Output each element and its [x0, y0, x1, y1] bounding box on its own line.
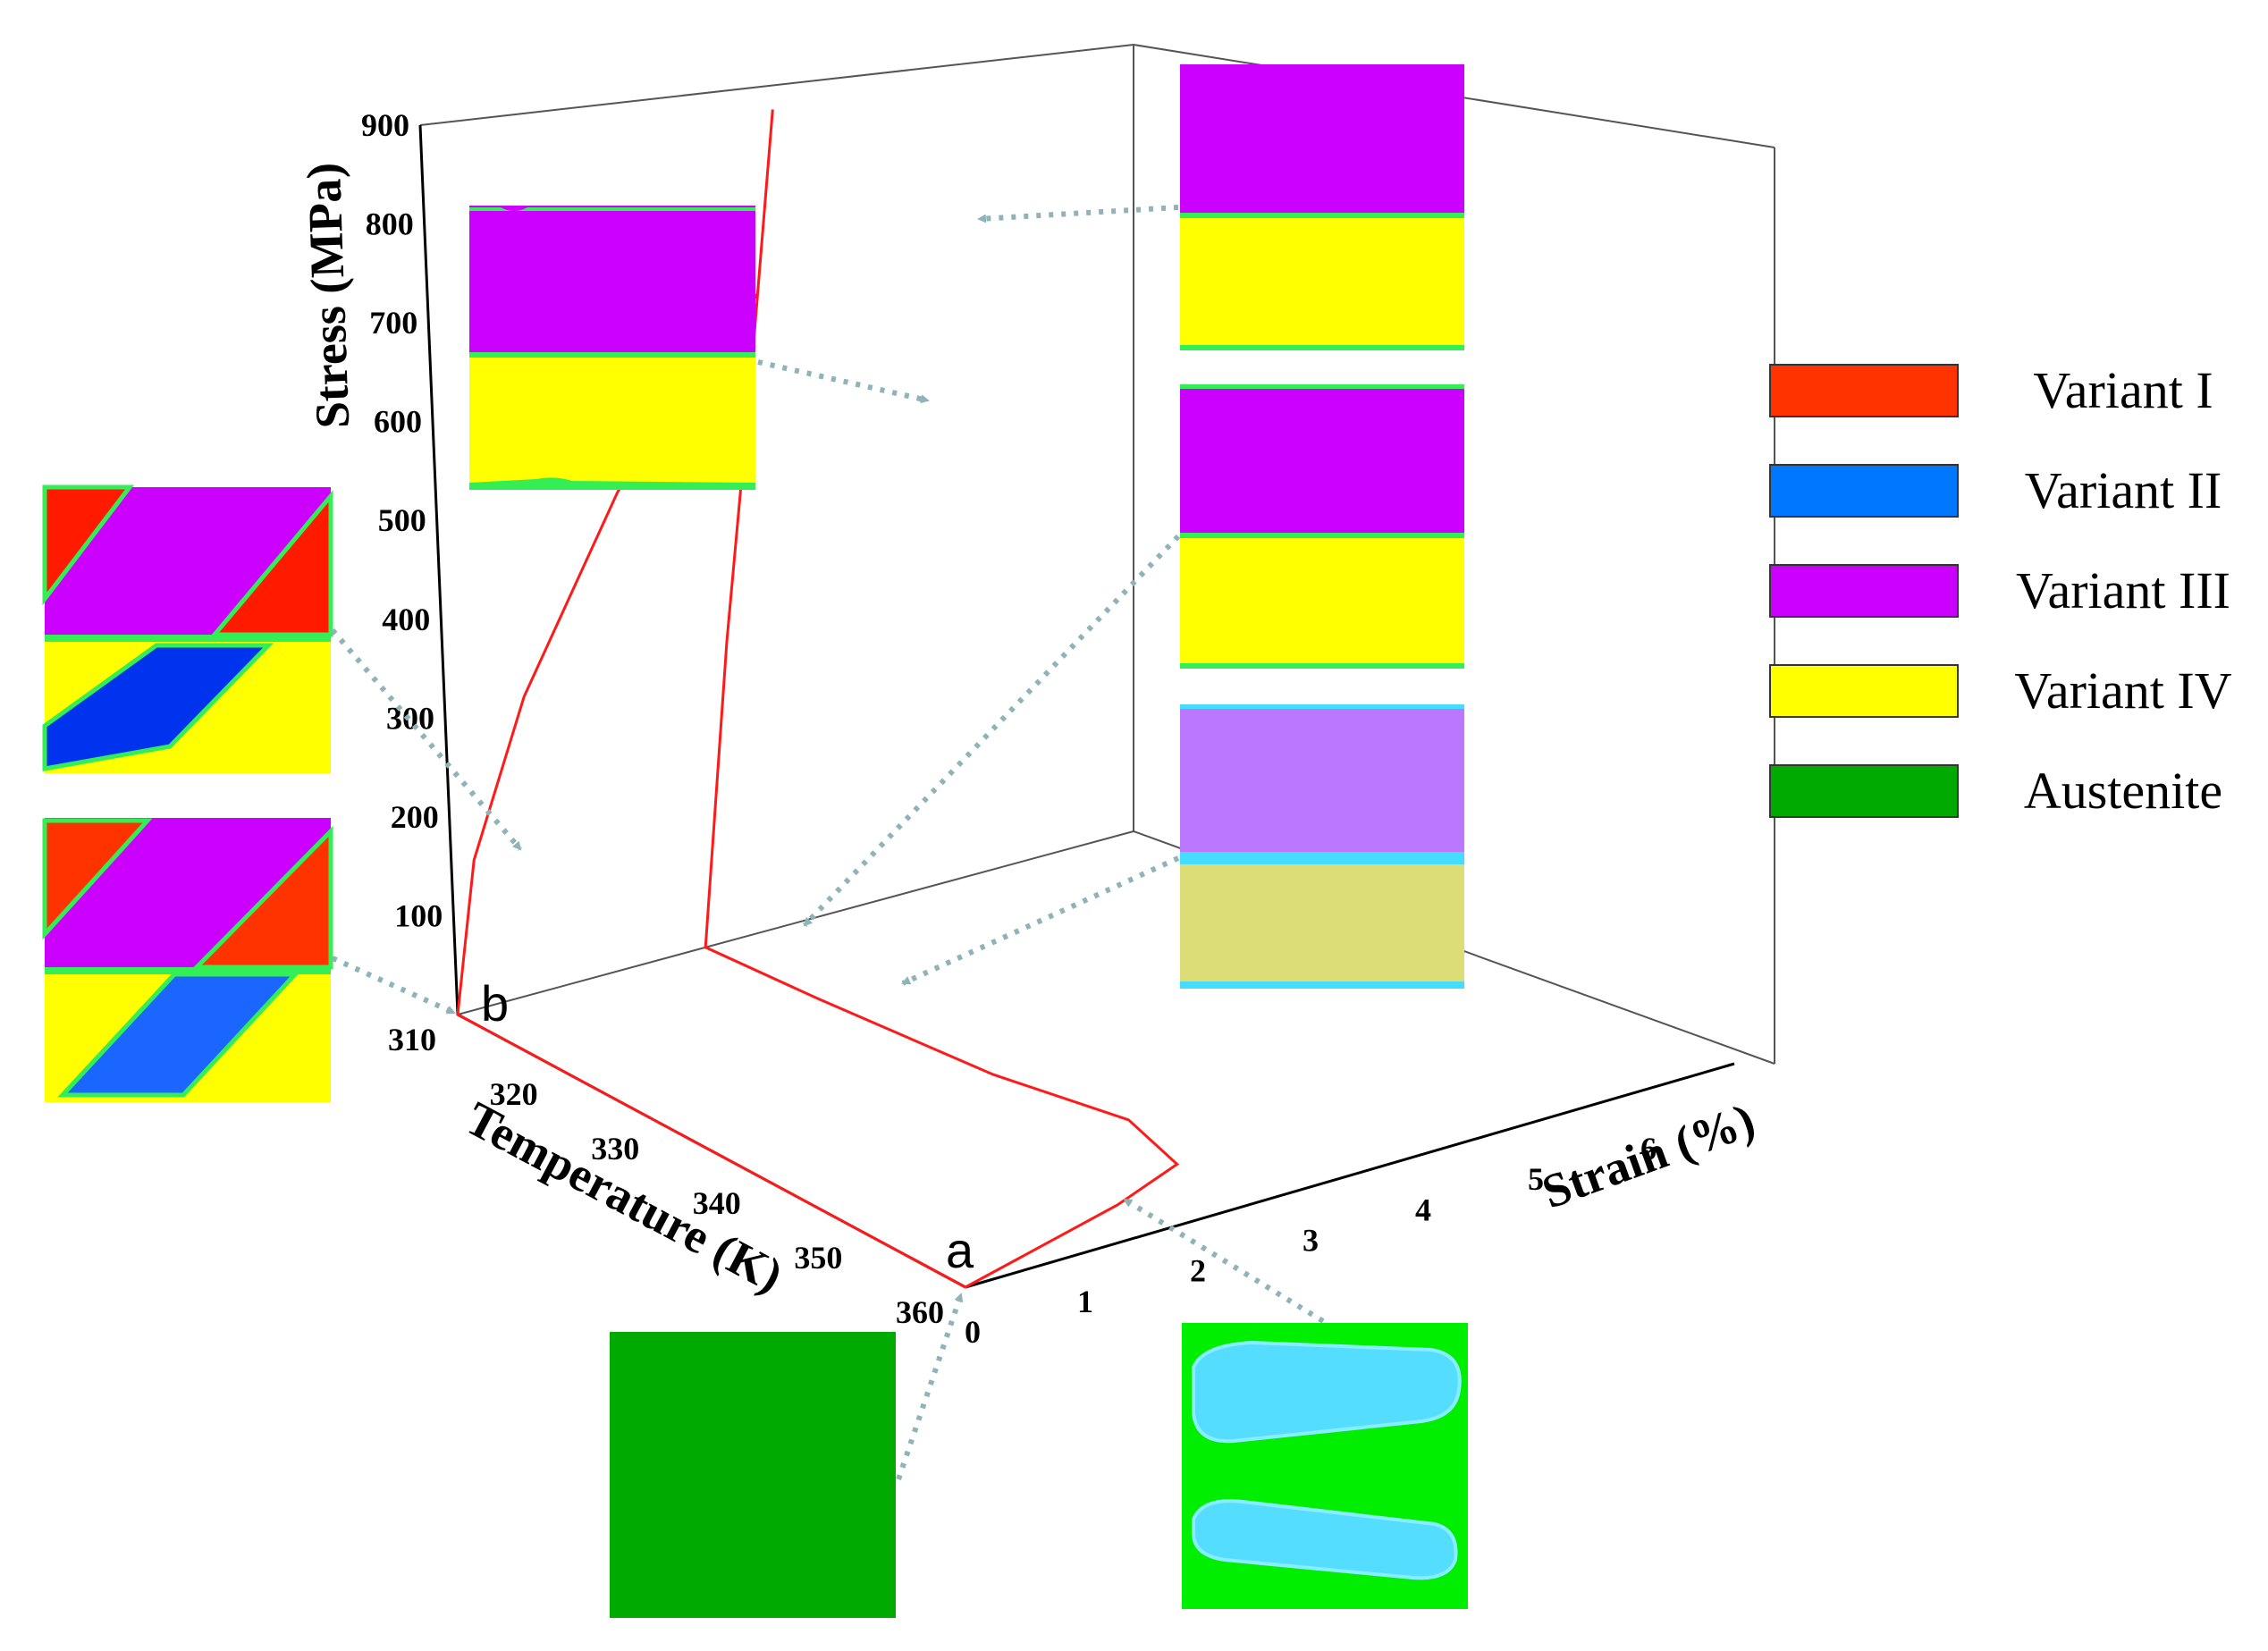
- strain-tick-label: 1: [1077, 1284, 1093, 1319]
- stress-tick-label: 800: [366, 206, 414, 242]
- inset-middle-right-microstructure: [1180, 384, 1464, 669]
- stress-tick-label: 900: [361, 107, 409, 143]
- arrow-austenite-inset: [896, 1293, 964, 1480]
- stress-tick-labels: 100 200 300 400 500 600 700 800 900: [361, 107, 443, 933]
- temperature-tick-label: 350: [794, 1240, 842, 1276]
- inset-lower-right-microstructure: [1180, 704, 1464, 989]
- stress-axis-title: Stress (MPa): [297, 162, 359, 429]
- strain-tick-label: 4: [1415, 1192, 1431, 1227]
- strain-axis-line: [965, 1062, 1735, 1289]
- frame-floor-back: [457, 830, 1134, 1015]
- inset-top-right-microstructure: [1180, 64, 1464, 350]
- legend-swatch: [1769, 764, 1959, 818]
- inset-top-left-microstructure: [469, 206, 755, 490]
- point-label-a: a: [946, 1222, 974, 1278]
- stress-tick-label: 300: [386, 700, 434, 736]
- stress-tick-label: 100: [394, 897, 443, 933]
- legend-label: Variant IV: [2014, 661, 2231, 720]
- legend-label: Variant II: [2025, 461, 2222, 519]
- legend-swatch: [1769, 364, 1959, 417]
- arrow-left-lower-inset: [331, 956, 456, 1015]
- frame-back-top: [419, 44, 1134, 126]
- point-label-b: b: [481, 975, 509, 1032]
- arrow-top-right-inset: [977, 205, 1179, 223]
- legend-label: Variant I: [2033, 361, 2213, 419]
- strain-tick-label: 2: [1190, 1253, 1206, 1289]
- legend-swatch: [1769, 464, 1959, 518]
- arrow-lower-right-inset: [901, 855, 1180, 986]
- temperature-tick-label: 320: [490, 1076, 538, 1112]
- temperature-tick-label: 360: [896, 1294, 944, 1330]
- stress-tick-label: 600: [374, 404, 422, 440]
- temperature-tick-label: 310: [388, 1022, 436, 1057]
- arrow-left-upper-inset: [330, 628, 523, 851]
- inset-bottom-austenite: [610, 1332, 896, 1618]
- inset-left-upper-microstructure: [42, 484, 333, 773]
- temperature-tick-label: 340: [693, 1185, 741, 1221]
- legend: Variant I Variant II Variant III Variant IV…: [1769, 361, 2232, 820]
- legend-label: Variant III: [2016, 561, 2230, 619]
- arrow-top-left-inset: [757, 359, 930, 404]
- stress-tick-label: 200: [391, 799, 439, 835]
- temperature-tick-label: 330: [591, 1131, 639, 1167]
- strain-tick-label: 6: [1640, 1131, 1657, 1167]
- stress-tick-label: 500: [378, 502, 426, 538]
- inset-left-lower-microstructure: [42, 818, 333, 1102]
- inset-bottom-right-microstructure: [1182, 1323, 1468, 1609]
- strain-tick-label: 3: [1303, 1223, 1319, 1259]
- temperature-axis-title: Temperature (K): [458, 1091, 792, 1303]
- strain-tick-label: 5: [1528, 1161, 1544, 1197]
- arrow-bottom-right-inset: [1123, 1197, 1325, 1324]
- temperature-tick-labels: 310 320 330 340 350 360: [388, 1022, 944, 1330]
- strain-tick-label: 0: [965, 1314, 981, 1350]
- strain-tick-labels: 0 1 2 3 4 5 6: [965, 1131, 1657, 1350]
- arrow-middle-right-inset: [802, 534, 1181, 928]
- pointer-arrows: [330, 205, 1325, 1480]
- legend-swatch: [1769, 664, 1959, 718]
- legend-swatch: [1769, 564, 1959, 618]
- frame-stress-axis: [418, 124, 460, 1015]
- box-frame: [418, 44, 1775, 1065]
- legend-label: Austenite: [2024, 762, 2222, 820]
- stress-tick-label: 400: [382, 602, 430, 637]
- stress-tick-label: 700: [369, 305, 417, 341]
